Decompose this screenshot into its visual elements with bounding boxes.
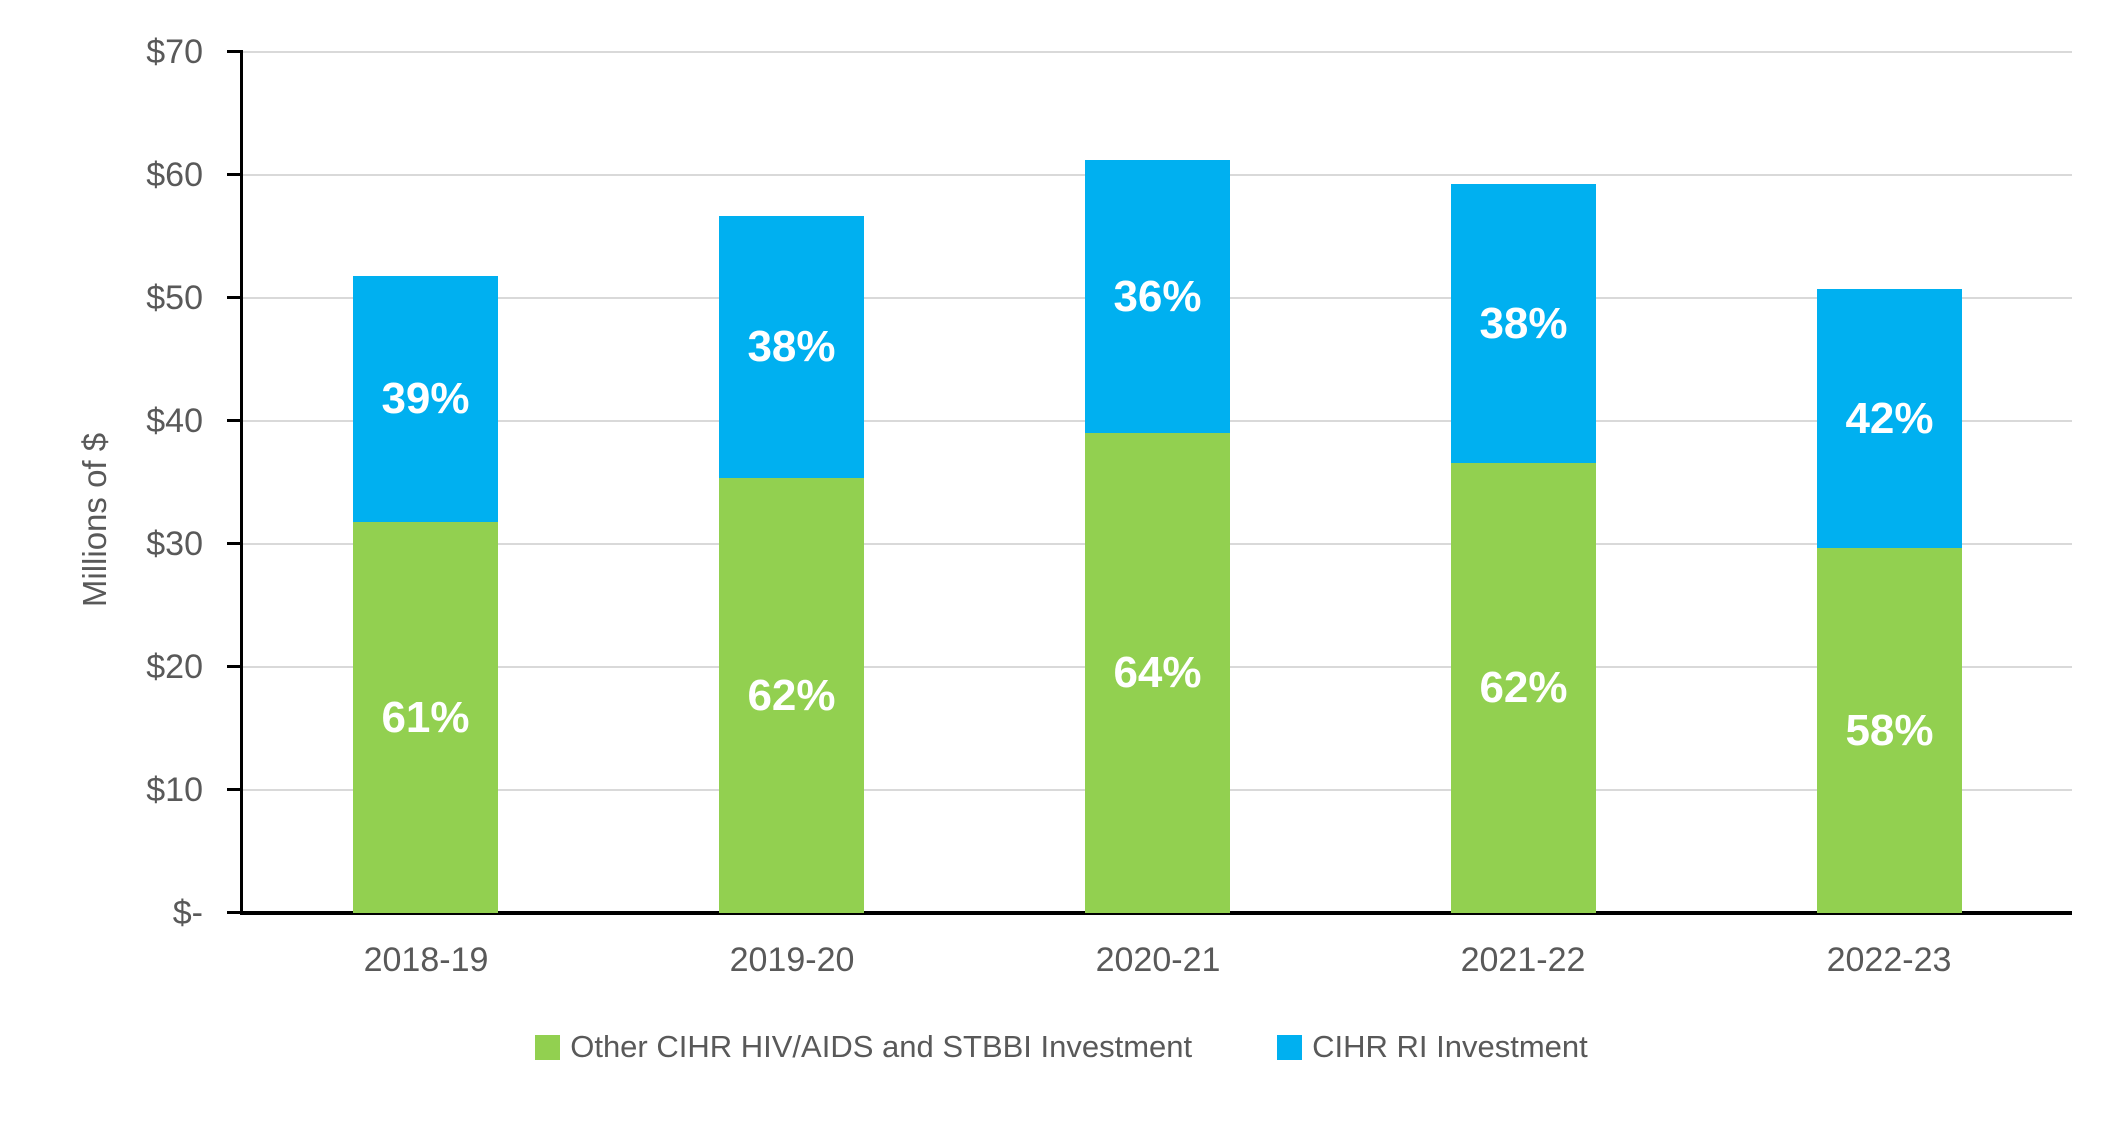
- bar-segment-label: 62%: [747, 670, 836, 720]
- y-tick-mark: [227, 50, 243, 53]
- bar-segment-label: 62%: [1479, 663, 1568, 712]
- y-tick-label: $70: [146, 33, 203, 71]
- y-tick-mark: [227, 296, 243, 299]
- y-tick-mark: [227, 542, 243, 545]
- bar-segment: [1817, 289, 1962, 548]
- gridline: [243, 51, 2072, 53]
- bar-segment: [719, 216, 864, 478]
- y-tick-label: $50: [146, 279, 203, 317]
- x-tick-label: 2022-23: [1826, 941, 1952, 979]
- y-tick-label: $10: [146, 771, 203, 809]
- bar-segment: [1451, 463, 1596, 913]
- x-axis-line: [240, 911, 2072, 915]
- y-axis-line: [240, 52, 243, 915]
- legend-label: Other CIHR HIV/AIDS and STBBI Investment: [570, 1029, 1193, 1064]
- bar-segment-label: 38%: [747, 322, 836, 371]
- y-tick-mark: [227, 173, 243, 176]
- y-tick-mark: [227, 911, 243, 914]
- bar-segment: [353, 276, 498, 522]
- y-tick-label: $60: [146, 156, 203, 194]
- bar-segment: [719, 478, 864, 913]
- legend-item: CIHR RI Investment: [1277, 1028, 1588, 1066]
- bar-segment-label: 64%: [1113, 648, 1202, 697]
- legend-item: Other CIHR HIV/AIDS and STBBI Investment: [535, 1028, 1192, 1066]
- bar-segment-label: 61%: [381, 692, 470, 742]
- bar-segment-label: 42%: [1845, 393, 1934, 443]
- bar-segment-label: 39%: [381, 374, 470, 423]
- y-tick-label: $20: [146, 648, 203, 686]
- bar-segment: [1451, 184, 1596, 463]
- y-tick-label: $30: [146, 525, 203, 563]
- x-tick-label: 2019-20: [729, 941, 855, 979]
- legend: Other CIHR HIV/AIDS and STBBI Investment…: [0, 1028, 2123, 1066]
- x-tick-label: 2021-22: [1460, 941, 1586, 979]
- bar-segment: [353, 522, 498, 913]
- y-tick-label: $40: [146, 402, 203, 440]
- y-tick-label: $-: [172, 894, 203, 932]
- y-tick-mark: [227, 788, 243, 791]
- y-tick-mark: [227, 419, 243, 422]
- bar-segment: [1085, 433, 1230, 913]
- x-tick-label: 2020-21: [1095, 941, 1221, 979]
- bar-segment: [1817, 548, 1962, 913]
- bar-segment-label: 38%: [1479, 298, 1568, 348]
- legend-swatch-icon: [1277, 1034, 1303, 1060]
- bar-segment-label: 36%: [1113, 271, 1202, 321]
- x-tick-label: 2018-19: [363, 941, 489, 979]
- legend-swatch-icon: [535, 1034, 561, 1060]
- bar-segment-label: 58%: [1845, 705, 1934, 755]
- legend-label: CIHR RI Investment: [1312, 1029, 1588, 1064]
- bar-segment: [1085, 160, 1230, 433]
- y-tick-mark: [227, 665, 243, 668]
